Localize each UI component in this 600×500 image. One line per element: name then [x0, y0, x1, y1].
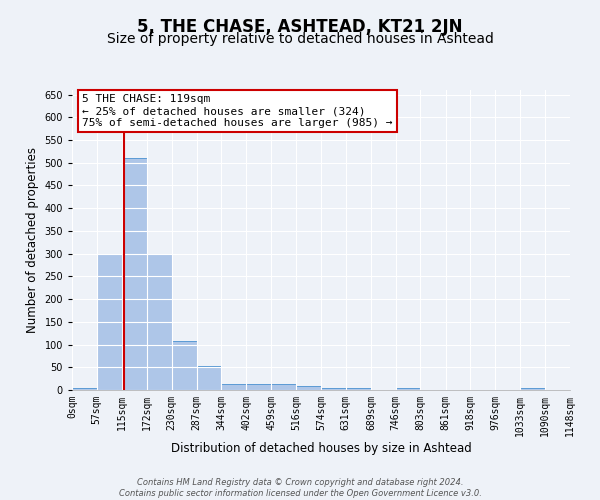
Bar	[296, 386, 321, 390]
Bar	[520, 388, 545, 390]
Text: Contains HM Land Registry data © Crown copyright and database right 2024.
Contai: Contains HM Land Registry data © Crown c…	[119, 478, 481, 498]
Bar	[221, 384, 247, 390]
Bar	[346, 388, 371, 390]
Bar	[172, 341, 197, 390]
Bar	[197, 366, 221, 390]
Bar	[271, 384, 296, 390]
Bar	[97, 254, 122, 390]
Bar	[146, 254, 172, 390]
Y-axis label: Number of detached properties: Number of detached properties	[26, 147, 39, 333]
Bar	[395, 388, 421, 390]
Bar	[122, 158, 146, 390]
Bar	[72, 388, 97, 390]
Bar	[247, 384, 271, 390]
X-axis label: Distribution of detached houses by size in Ashtead: Distribution of detached houses by size …	[170, 442, 472, 454]
Bar	[321, 388, 346, 390]
Text: 5, THE CHASE, ASHTEAD, KT21 2JN: 5, THE CHASE, ASHTEAD, KT21 2JN	[137, 18, 463, 36]
Text: 5 THE CHASE: 119sqm
← 25% of detached houses are smaller (324)
75% of semi-detac: 5 THE CHASE: 119sqm ← 25% of detached ho…	[82, 94, 392, 128]
Text: Size of property relative to detached houses in Ashtead: Size of property relative to detached ho…	[107, 32, 493, 46]
